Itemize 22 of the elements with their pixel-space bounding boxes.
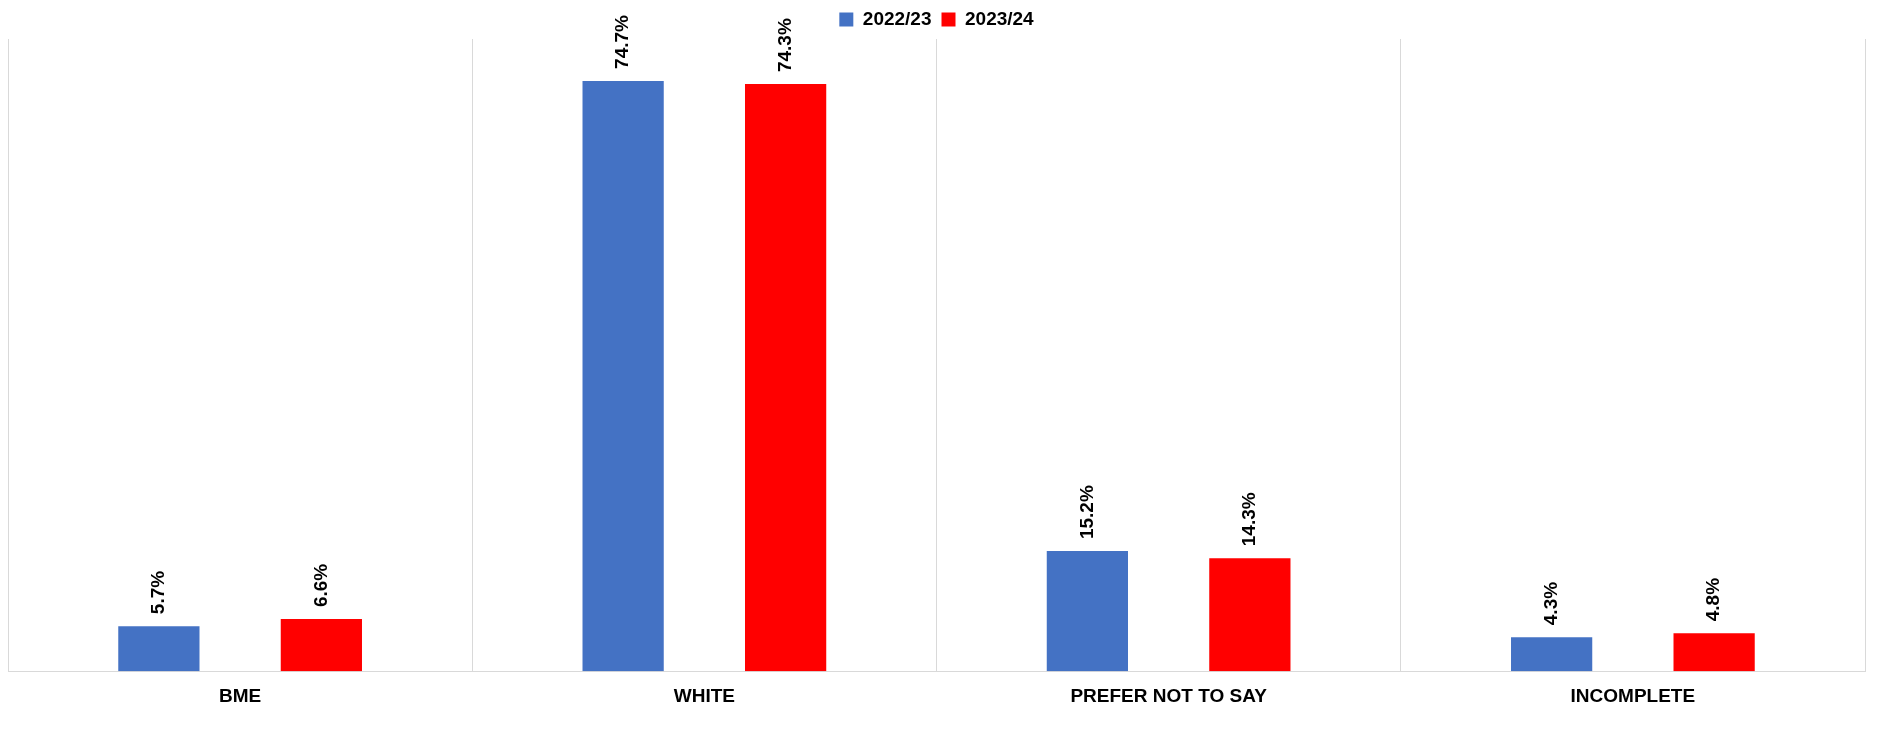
bar [118,626,200,672]
x-tick-label: PREFER NOT TO SAY [1070,684,1268,706]
x-tick-label: WHITE [673,684,735,706]
legend-label: 2022/23 [862,7,932,29]
data-label: 6.6% [309,563,331,608]
bar [1511,637,1593,672]
bar [582,80,664,672]
legend-label: 2023/24 [965,7,1035,29]
x-tick-label: INCOMPLETE [1570,684,1696,706]
data-label: 74.3% [773,18,795,73]
data-label: 4.8% [1702,577,1724,622]
data-label: 14.3% [1238,492,1260,547]
bar [745,84,827,672]
data-label: 5.7% [147,570,169,615]
data-label: 74.7% [611,14,633,69]
bar [1673,633,1755,672]
data-label: 4.3% [1539,581,1561,626]
bar [280,619,362,672]
data-label: 15.2% [1075,485,1097,540]
x-tick-label: BME [219,684,262,706]
bar [1046,551,1128,672]
bar [1209,558,1291,672]
